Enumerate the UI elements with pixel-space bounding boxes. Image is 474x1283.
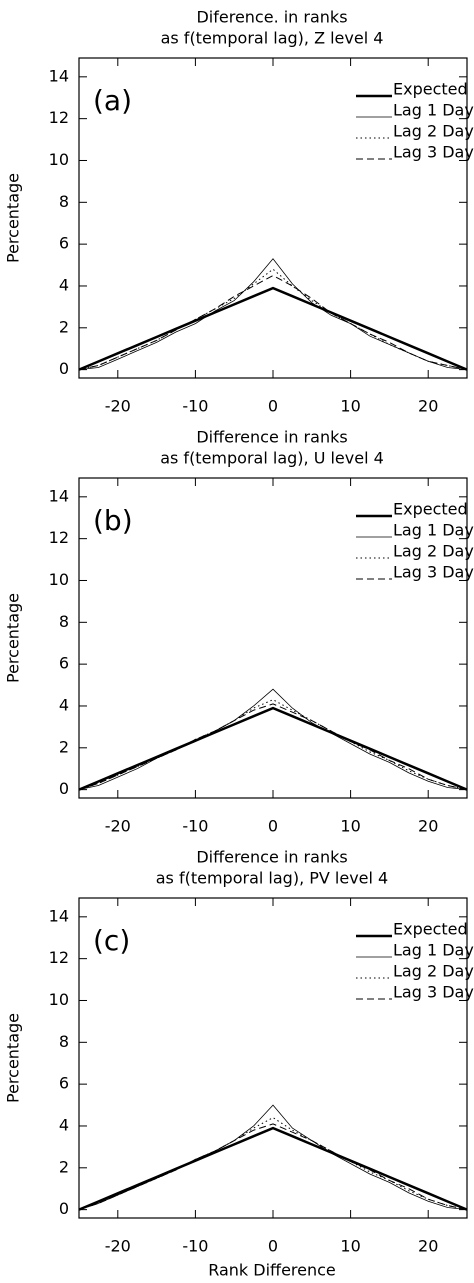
x-tick-label: 20 <box>418 1237 438 1256</box>
series-line <box>78 699 468 791</box>
y-tick-label: 8 <box>59 1032 69 1051</box>
y-tick-label: 12 <box>49 108 69 127</box>
series-line <box>78 258 468 370</box>
x-tick-label: 0 <box>268 397 278 416</box>
y-tick-label: 0 <box>59 359 69 378</box>
y-tick-label: 10 <box>49 150 69 169</box>
x-tick-label: 0 <box>268 817 278 836</box>
series-line <box>78 1117 468 1211</box>
y-tick-label: 14 <box>49 66 69 85</box>
chart-title: as f(temporal lag), Z level 4 <box>161 29 384 48</box>
y-tick-label: 4 <box>59 275 69 294</box>
y-tick-label: 8 <box>59 612 69 631</box>
y-tick-label: 6 <box>59 234 69 253</box>
x-tick-label: -10 <box>182 397 208 416</box>
y-tick-label: 2 <box>59 317 69 336</box>
y-tick-label: 0 <box>59 779 69 798</box>
panel-label: (c) <box>93 924 130 957</box>
y-tick-label: 14 <box>49 486 69 505</box>
chart-title: Diference. in ranks <box>196 8 347 27</box>
y-tick-label: 10 <box>49 570 69 589</box>
x-tick-label: 0 <box>268 1237 278 1256</box>
legend-label: Lag 2 Day <box>393 122 474 141</box>
y-tick-label: 14 <box>49 906 69 925</box>
series-line <box>78 688 468 790</box>
y-tick-label: 10 <box>49 990 69 1009</box>
y-axis-label: Percentage <box>4 593 23 683</box>
x-tick-label: -10 <box>182 1237 208 1256</box>
legend-label: Expected <box>393 920 468 939</box>
x-tick-label: 10 <box>340 817 360 836</box>
x-tick-label: -20 <box>105 817 131 836</box>
y-tick-label: 6 <box>59 1074 69 1093</box>
series-line <box>78 1123 468 1211</box>
legend-label: Lag 1 Day <box>393 941 474 960</box>
x-tick-label: 20 <box>418 817 438 836</box>
x-tick-label: 10 <box>340 397 360 416</box>
series-line <box>78 1126 468 1211</box>
chart-title: as f(temporal lag), U level 4 <box>160 449 384 468</box>
y-tick-label: 0 <box>59 1199 69 1218</box>
series-line <box>78 286 468 371</box>
y-axis-label: Percentage <box>4 173 23 263</box>
legend-label: Lag 2 Day <box>393 962 474 981</box>
chart-title: as f(temporal lag), PV level 4 <box>156 869 388 888</box>
y-tick-label: 8 <box>59 192 69 211</box>
y-axis-label: Percentage <box>4 1013 23 1103</box>
panel-label: (b) <box>93 504 133 537</box>
y-tick-label: 6 <box>59 654 69 673</box>
series-line <box>78 268 468 371</box>
legend-label: Expected <box>393 80 468 99</box>
legend-label: Lag 3 Day <box>393 563 474 582</box>
series-line <box>78 706 468 791</box>
legend-label: Lag 3 Day <box>393 143 474 162</box>
series-line <box>78 703 468 791</box>
x-tick-label: 10 <box>340 1237 360 1256</box>
legend-label: Lag 1 Day <box>393 521 474 540</box>
legend-label: Lag 1 Day <box>393 101 474 120</box>
series-line <box>78 274 468 371</box>
x-tick-label: -20 <box>105 1237 131 1256</box>
x-tick-label: 20 <box>418 397 438 416</box>
legend-label: Lag 3 Day <box>393 983 474 1002</box>
chart-title: Difference in ranks <box>196 848 347 867</box>
x-axis-label: Rank Difference <box>208 1261 336 1280</box>
x-tick-label: -10 <box>182 817 208 836</box>
x-tick-label: -20 <box>105 397 131 416</box>
y-tick-label: 2 <box>59 737 69 756</box>
chart-title: Difference in ranks <box>196 428 347 447</box>
y-tick-label: 4 <box>59 1115 69 1134</box>
legend-label: Lag 2 Day <box>393 542 474 561</box>
y-tick-label: 12 <box>49 948 69 967</box>
y-tick-label: 12 <box>49 528 69 547</box>
y-tick-label: 4 <box>59 695 69 714</box>
panel-label: (a) <box>93 84 132 117</box>
y-tick-label: 2 <box>59 1157 69 1176</box>
series-line <box>78 1104 468 1210</box>
legend-label: Expected <box>393 500 468 519</box>
